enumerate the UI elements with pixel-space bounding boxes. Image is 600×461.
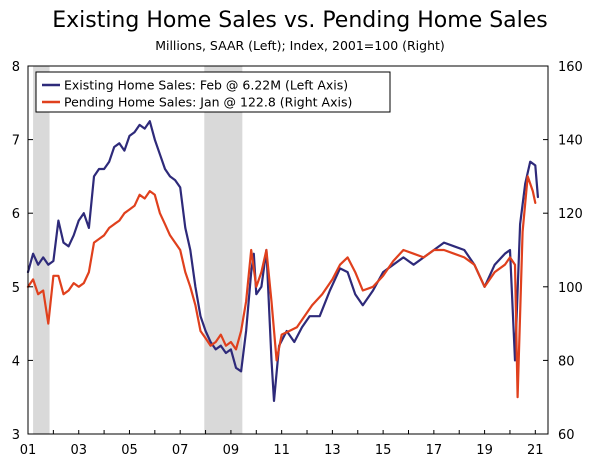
left-tick-label: 6 [12,207,20,222]
left-tick-label: 3 [12,428,20,443]
right-tick-label: 100 [558,281,583,296]
left-axis: 3 4 5 6 7 8 [12,60,33,443]
chart-title: Existing Home Sales vs. Pending Home Sal… [52,8,548,33]
right-tick-label: 160 [558,60,583,75]
x-tick-label: 17 [426,443,443,458]
plot-frame [27,65,549,435]
right-tick-label: 60 [558,428,575,443]
left-tick-label: 7 [12,134,20,149]
x-tick-label: 09 [223,443,240,458]
x-tick-label: 21 [527,443,544,458]
left-tick-label: 8 [12,60,20,75]
series-lines [26,120,540,402]
legend: Existing Home Sales: Feb @ 6.22M (Left A… [35,71,391,113]
left-tick-label: 5 [12,281,20,296]
legend-box [35,71,391,113]
x-tick-label: 03 [70,443,87,458]
x-tick-label: 19 [476,443,493,458]
series-line-existing-home-sales [26,120,540,402]
x-tick-label: 11 [273,443,290,458]
chart-subtitle: Millions, SAAR (Left); Index, 2001=100 (… [155,38,445,53]
x-tick-label: 01 [20,443,37,458]
recession-shading [33,66,243,434]
x-tick-label: 07 [172,443,189,458]
right-tick-label: 140 [558,134,583,149]
legend-label: Pending Home Sales: Jan @ 122.8 (Right A… [64,95,352,110]
x-tick-label: 05 [121,443,138,458]
series-line-pending-home-sales [26,175,537,399]
x-axis: 01 03 05 07 09 11 13 15 17 19 21 [20,430,544,458]
recession-band-2 [204,66,243,434]
x-tick-label: 15 [375,443,392,458]
right-axis: 60 80 100 120 140 160 [543,60,583,443]
right-tick-label: 80 [558,354,575,369]
left-tick-label: 4 [12,354,20,369]
x-tick-label: 13 [324,443,341,458]
legend-label: Existing Home Sales: Feb @ 6.22M (Left A… [64,78,348,93]
right-tick-label: 120 [558,207,583,222]
recession-band-1 [33,66,50,434]
